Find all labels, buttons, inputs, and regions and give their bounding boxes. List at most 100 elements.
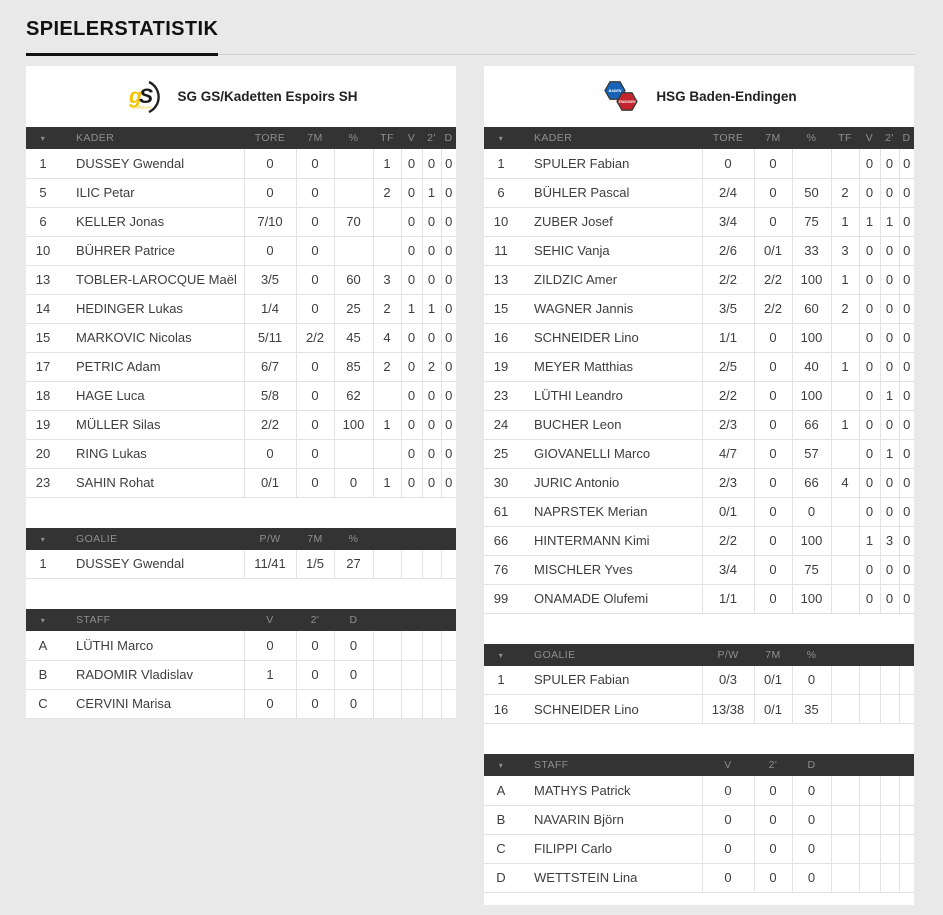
7m-value: 0 bbox=[753, 526, 792, 556]
jersey-number: 14 bbox=[26, 294, 60, 324]
team-name: SG GS/Kadetten Espoirs SH bbox=[177, 89, 358, 104]
staff-letter: C bbox=[484, 834, 518, 864]
tf-value bbox=[372, 236, 401, 266]
player-name-link[interactable]: DUSSEY Gwendal bbox=[60, 549, 244, 579]
baden-endingen-logo-icon: BADEN ENDINGEN bbox=[601, 79, 641, 114]
kader-row: 66 HINTERMANN Kimi 2/2 0 100 1 3 0 bbox=[484, 526, 914, 556]
goalie-sort-dropdown-icon[interactable]: ▾ bbox=[498, 650, 504, 660]
player-name-link[interactable]: SPULER Fabian bbox=[518, 665, 702, 695]
tf-value: 2 bbox=[372, 352, 401, 382]
7m-value: 0 bbox=[295, 294, 334, 324]
staff-row: C FILIPPI Carlo 0 0 0 bbox=[484, 834, 914, 864]
player-name-link[interactable]: SCHNEIDER Lino bbox=[518, 323, 702, 353]
player-name-link[interactable]: ONAMADE Olufemi bbox=[518, 584, 702, 614]
svg-text:ENDINGEN: ENDINGEN bbox=[619, 100, 637, 104]
pct-value: 100 bbox=[333, 410, 373, 440]
7m-value: 2/2 bbox=[753, 294, 792, 324]
player-name-link[interactable]: MÜLLER Silas bbox=[60, 410, 244, 440]
kader-sort-dropdown-icon[interactable]: ▾ bbox=[40, 134, 46, 143]
player-name-link[interactable]: SEHIC Vanja bbox=[518, 236, 702, 266]
jersey-number: 1 bbox=[26, 149, 60, 179]
player-name-link[interactable]: KELLER Jonas bbox=[60, 207, 244, 237]
d-value: 0 bbox=[440, 236, 456, 266]
d-value: 0 bbox=[898, 497, 914, 527]
v-value: 0 bbox=[858, 265, 880, 295]
d-value: 0 bbox=[333, 660, 373, 690]
player-name-link[interactable]: TOBLER-LAROCQUE Maël bbox=[60, 265, 244, 295]
2min-value: 0 bbox=[753, 805, 792, 835]
kader-row: 30 JURIC Antonio 2/3 0 66 4 0 0 0 bbox=[484, 468, 914, 498]
jersey-number: 30 bbox=[484, 468, 518, 498]
2min-value: 0 bbox=[421, 207, 441, 237]
svg-text:S: S bbox=[139, 85, 153, 108]
v-value: 0 bbox=[400, 410, 422, 440]
player-name-link[interactable]: SCHNEIDER Lino bbox=[518, 694, 702, 724]
kader-sort-dropdown-icon[interactable]: ▾ bbox=[498, 134, 504, 143]
jersey-number: 6 bbox=[26, 207, 60, 237]
goalie-sort-dropdown-icon[interactable]: ▾ bbox=[40, 534, 46, 544]
tore-column-header: TORE bbox=[702, 127, 754, 149]
player-name-link[interactable]: DUSSEY Gwendal bbox=[60, 149, 244, 179]
jersey-number: 15 bbox=[26, 323, 60, 353]
staff-letter: B bbox=[484, 805, 518, 835]
pw-column-header: P/W bbox=[244, 527, 296, 550]
player-name-link[interactable]: SAHIN Rohat bbox=[60, 468, 244, 498]
jersey-number: 19 bbox=[26, 410, 60, 440]
v-column-header: V bbox=[859, 127, 880, 149]
pw-value: 11/41 bbox=[243, 549, 296, 579]
player-name-link[interactable]: BÜHLER Pascal bbox=[518, 178, 702, 208]
player-name-link[interactable]: HEDINGER Lukas bbox=[60, 294, 244, 324]
player-name-link[interactable]: HINTERMANN Kimi bbox=[518, 526, 702, 556]
goalie-column-header: GOALIE bbox=[518, 643, 702, 666]
player-name-link[interactable]: BÜHRER Patrice bbox=[60, 236, 244, 266]
v-value: 0 bbox=[858, 497, 880, 527]
jersey-number: 1 bbox=[484, 149, 518, 179]
jersey-number: 16 bbox=[484, 323, 518, 353]
pct-value: 25 bbox=[333, 294, 373, 324]
player-name-link[interactable]: LÜTHI Leandro bbox=[518, 381, 702, 411]
pct-value: 60 bbox=[791, 294, 831, 324]
2min-value: 0 bbox=[421, 265, 441, 295]
jersey-number: 23 bbox=[484, 381, 518, 411]
2min-value: 1 bbox=[421, 294, 441, 324]
2min-column-header: 2' bbox=[880, 127, 899, 149]
player-name-link[interactable]: RING Lukas bbox=[60, 439, 244, 469]
goalie-row: 16 SCHNEIDER Lino 13/38 0/1 35 bbox=[484, 694, 914, 724]
staff-sort-dropdown-icon[interactable]: ▾ bbox=[40, 616, 46, 625]
2min-value: 0 bbox=[879, 497, 899, 527]
2min-value: 0 bbox=[879, 265, 899, 295]
player-name-link[interactable]: HAGE Luca bbox=[60, 381, 244, 411]
7m-value: 0 bbox=[753, 149, 792, 179]
2min-value: 0 bbox=[295, 689, 334, 719]
pct-value bbox=[333, 236, 373, 266]
2min-value: 0 bbox=[421, 149, 441, 179]
gs-kadetten-logo-icon: g S schaffhausen bbox=[124, 78, 162, 116]
player-name-link[interactable]: BUCHER Leon bbox=[518, 410, 702, 440]
player-name-link[interactable]: JURIC Antonio bbox=[518, 468, 702, 498]
pct-value bbox=[791, 149, 831, 179]
player-name-link[interactable]: ILIC Petar bbox=[60, 178, 244, 208]
d-value: 0 bbox=[898, 149, 914, 179]
staff-name: CERVINI Marisa bbox=[60, 689, 244, 719]
7m-value: 0 bbox=[295, 178, 334, 208]
player-name-link[interactable]: PETRIC Adam bbox=[60, 352, 244, 382]
tf-value bbox=[372, 439, 401, 469]
player-name-link[interactable]: MEYER Matthias bbox=[518, 352, 702, 382]
player-name-link[interactable]: WAGNER Jannis bbox=[518, 294, 702, 324]
staff-sort-dropdown-icon[interactable]: ▾ bbox=[498, 761, 504, 770]
d-value: 0 bbox=[440, 439, 456, 469]
pct-value: 0 bbox=[333, 468, 373, 498]
player-name-link[interactable]: ZILDZIC Amer bbox=[518, 265, 702, 295]
player-name-link[interactable]: MARKOVIC Nicolas bbox=[60, 323, 244, 353]
kader-row: 19 MÜLLER Silas 2/2 0 100 1 0 0 0 bbox=[26, 410, 456, 440]
tore-value: 3/5 bbox=[243, 265, 296, 295]
player-name-link[interactable]: ZUBER Josef bbox=[518, 207, 702, 237]
player-name-link[interactable]: NAPRSTEK Merian bbox=[518, 497, 702, 527]
player-name-link[interactable]: GIOVANELLI Marco bbox=[518, 439, 702, 469]
kader-row: 10 BÜHRER Patrice 0 0 0 0 0 bbox=[26, 236, 456, 266]
d-value: 0 bbox=[333, 631, 373, 661]
player-name-link[interactable]: MISCHLER Yves bbox=[518, 555, 702, 585]
player-name-link[interactable]: SPULER Fabian bbox=[518, 149, 702, 179]
v-value: 0 bbox=[858, 294, 880, 324]
d-value: 0 bbox=[898, 526, 914, 556]
